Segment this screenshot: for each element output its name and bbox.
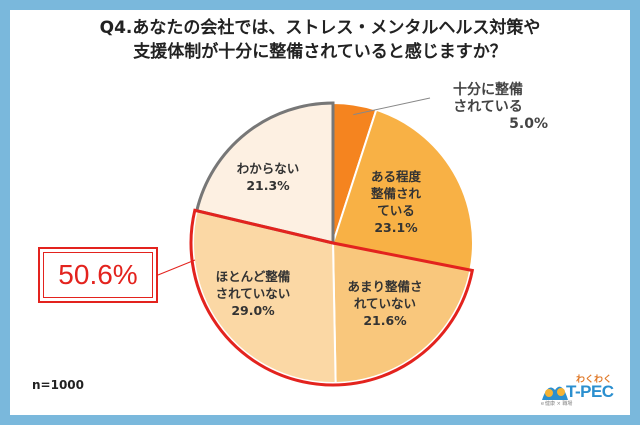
- slice-label-text: 整備され: [370, 186, 421, 201]
- slice-label-text: わからない: [236, 161, 300, 176]
- slice-value: 23.1%: [374, 220, 418, 235]
- slice-value: 5.0%: [509, 116, 548, 132]
- slice-label-text: ほとんど整備: [215, 269, 291, 284]
- slice-label-2: あまり整備さ れていない 21.6%: [330, 278, 440, 329]
- slice-label-text: 十分に整備: [453, 82, 523, 98]
- title-line-2: 支援体制が十分に整備されていると感じますか？: [133, 42, 507, 62]
- slice-label-text: ある程度: [370, 169, 421, 184]
- logo-icon: [542, 386, 568, 400]
- label-leader-line: [353, 97, 431, 116]
- unknown-slice-outline: [194, 101, 335, 245]
- slice-label-0: 十分に整備 されている 5.0%: [428, 82, 548, 133]
- slice-label-3: ほとんど整備 されていない 29.0%: [198, 268, 308, 319]
- logo-top-text: わくわく: [576, 375, 613, 385]
- logo-brand: T-PEC: [566, 382, 614, 401]
- slice-label-1: ある程度整備されている 23.1%: [356, 168, 436, 236]
- sample-size: n=1000: [32, 378, 84, 392]
- pie-slice-3: [192, 209, 337, 384]
- slice-label-text: されている: [453, 99, 523, 115]
- slice-value: 21.6%: [363, 313, 407, 328]
- slice-value: 29.0%: [231, 303, 275, 318]
- tpec-logo: わくわく T-PEC ｅ健康 × 職場: [540, 372, 620, 408]
- chart-frame: Q4.あなたの会社では、ストレス・メンタルヘルス対策や 支援体制が十分に整備され…: [10, 10, 630, 415]
- pie-slice-1: [331, 108, 474, 272]
- slice-value: 21.3%: [246, 178, 290, 193]
- chart-title: Q4.あなたの会社では、ストレス・メンタルヘルス対策や 支援体制が十分に整備され…: [10, 16, 630, 64]
- title-line-1: Q4.あなたの会社では、ストレス・メンタルヘルス対策や: [99, 18, 541, 38]
- slice-label-4: わからない 21.3%: [218, 160, 318, 194]
- slice-label-text: されていない: [215, 286, 291, 301]
- callout-value: 50.6%: [58, 259, 138, 290]
- slice-label-text: ている: [377, 203, 415, 218]
- logo-sub: ｅ健康 × 職場: [540, 401, 573, 407]
- callout-connector: [157, 259, 196, 276]
- pie-chart: [157, 97, 475, 387]
- slice-label-text: あまり整備さ: [347, 279, 423, 294]
- highlight-outline: [189, 208, 475, 387]
- highlight-callout: 50.6%: [38, 247, 158, 303]
- slice-label-text: れていない: [353, 296, 417, 311]
- pie-slice-2: [331, 241, 472, 384]
